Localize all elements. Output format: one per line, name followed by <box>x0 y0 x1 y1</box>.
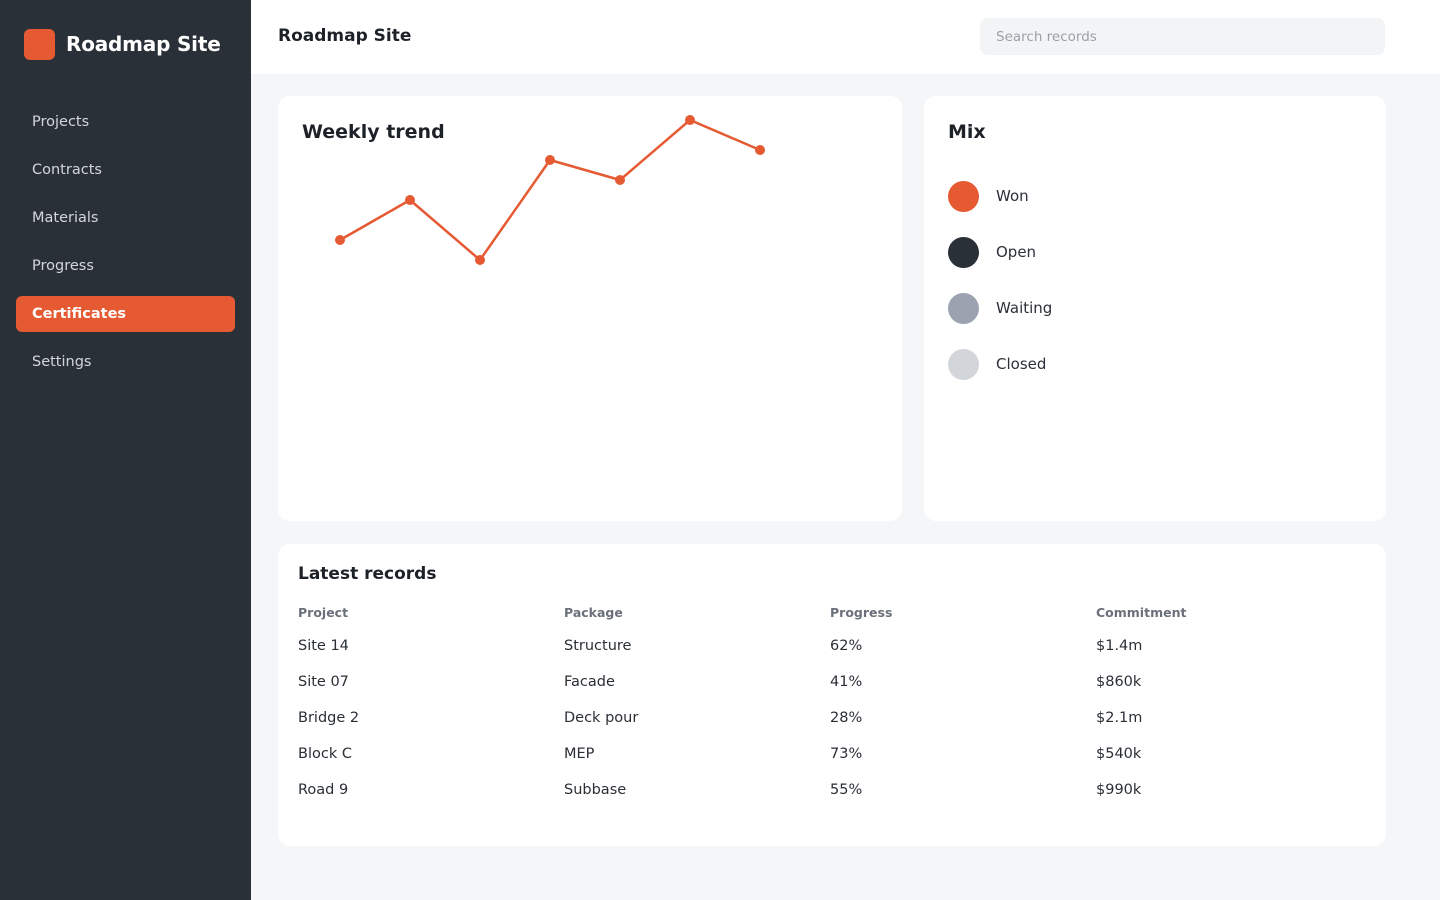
sidebar-item-contracts[interactable]: Contracts <box>32 162 102 178</box>
table-cell: $1.4m <box>1096 638 1143 654</box>
table-cell: Structure <box>564 638 632 654</box>
trend-point-1[interactable] <box>335 235 345 245</box>
top-bar: Roadmap Site <box>251 0 1440 74</box>
column-header[interactable]: Project <box>298 604 349 620</box>
trend-series-line <box>339 118 761 262</box>
page-title: Roadmap Site <box>278 26 412 46</box>
trend-point-3[interactable] <box>475 255 485 265</box>
sidebar-item-settings[interactable]: Settings <box>32 354 92 370</box>
mix-legend: Won Open Waiting Closed <box>948 179 1052 403</box>
table-cell: Block C <box>298 746 352 762</box>
trend-point-5[interactable] <box>615 175 625 185</box>
column-header[interactable]: Progress <box>830 604 893 620</box>
trend-point-6[interactable] <box>685 115 695 125</box>
mix-dot-open <box>948 236 979 268</box>
sidebar-nav: Projects Contracts Materials Progress Ce… <box>16 104 235 392</box>
sidebar-item-materials[interactable]: Materials <box>32 210 99 226</box>
table-header-row: Project Package Progress Commitment <box>298 596 1362 628</box>
table-cell: MEP <box>564 746 595 762</box>
search-input[interactable] <box>980 18 1385 55</box>
mix-label-closed: Closed <box>996 355 1047 373</box>
table-row[interactable]: Road 9 Subbase 55% $990k <box>298 772 1362 808</box>
table-cell: Subbase <box>564 782 627 798</box>
mix-item-closed: Closed <box>948 347 1052 381</box>
table-cell: 41% <box>830 674 863 690</box>
mix-label-open: Open <box>996 243 1037 261</box>
table-cell: $860k <box>1096 674 1142 690</box>
mix-label-waiting: Waiting <box>996 299 1053 317</box>
table-cell: Bridge 2 <box>298 710 360 726</box>
table-row[interactable]: Site 14 Structure 62% $1.4m <box>298 628 1362 664</box>
table-cell: Site 14 <box>298 638 349 654</box>
brand-logo-icon <box>24 28 55 60</box>
table-cell: $2.1m <box>1096 710 1143 726</box>
table-row[interactable]: Bridge 2 Deck pour 28% $2.1m <box>298 700 1362 736</box>
mix-item-open: Open <box>948 235 1052 269</box>
sidebar-item-progress[interactable]: Progress <box>32 258 94 274</box>
brand[interactable]: Roadmap Site <box>24 28 221 60</box>
mix-dot-closed <box>948 348 979 380</box>
table-row[interactable]: Block C MEP 73% $540k <box>298 736 1362 772</box>
weekly-trend-chart <box>335 115 765 265</box>
table-cell: Road 9 <box>298 782 349 798</box>
records-table: Project Package Progress Commitment Site… <box>298 596 1362 808</box>
trend-point-7[interactable] <box>755 145 765 155</box>
column-header[interactable]: Package <box>564 604 623 620</box>
mix-dot-waiting <box>948 292 979 324</box>
table-cell: 73% <box>830 746 863 762</box>
sidebar-item-projects[interactable]: Projects <box>32 114 90 130</box>
weekly-trend-card: Weekly trend <box>278 96 902 521</box>
table-cell: Site 07 <box>298 674 349 690</box>
table-cell: Facade <box>564 674 615 690</box>
table-cell: 62% <box>830 638 863 654</box>
mix-dot-won <box>948 180 979 212</box>
table-cell: Deck pour <box>564 710 639 726</box>
column-header[interactable]: Commitment <box>1096 604 1187 620</box>
latest-records-card: Latest records Project Package Progress … <box>278 544 1386 846</box>
table-cell: $540k <box>1096 746 1142 762</box>
mix-item-waiting: Waiting <box>948 291 1052 325</box>
brand-name: Roadmap Site <box>66 32 221 56</box>
trend-point-2[interactable] <box>405 195 415 205</box>
sidebar: Roadmap Site Projects Contracts Material… <box>0 0 251 900</box>
mix-card: Mix Won Open Waiting Closed <box>924 96 1386 521</box>
table-cell: 28% <box>830 710 863 726</box>
mix-label-won: Won <box>996 187 1029 205</box>
table-cell: 55% <box>830 782 863 798</box>
latest-records-title: Latest records <box>298 564 437 584</box>
mix-item-won: Won <box>948 179 1052 213</box>
table-cell: $990k <box>1096 782 1142 798</box>
trend-point-4[interactable] <box>545 155 555 165</box>
mix-title: Mix <box>948 121 986 143</box>
weekly-trend-title: Weekly trend <box>302 121 445 143</box>
table-row[interactable]: Site 07 Facade 41% $860k <box>298 664 1362 700</box>
sidebar-item-certificates[interactable]: Certificates <box>16 296 235 332</box>
